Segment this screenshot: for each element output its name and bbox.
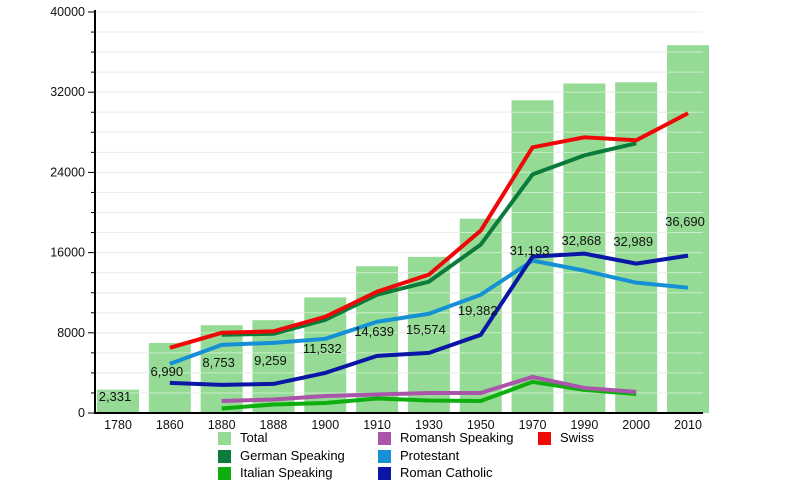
- y-axis-tick-label: 24000: [50, 165, 85, 179]
- bar-value-label: 2,331: [99, 389, 132, 404]
- y-axis-tick-label: 8000: [57, 326, 85, 340]
- bar-value-label: 36,690: [665, 214, 705, 229]
- x-axis-tick-label: 1910: [363, 418, 391, 432]
- bar-value-label: 31,193: [510, 243, 550, 258]
- x-axis-tick-label: 1950: [467, 418, 495, 432]
- total-bar-1880: [200, 325, 243, 413]
- x-axis-tick-label: 2000: [622, 418, 650, 432]
- x-axis-tick-label: 1990: [570, 418, 598, 432]
- total-bar-2010: [667, 45, 710, 414]
- roman-catholic-line: [169, 251, 689, 387]
- x-axis-tick-label: 1888: [260, 418, 288, 432]
- x-axis-tick-label: 1930: [415, 418, 443, 432]
- bar-value-label: 19,382: [458, 303, 498, 318]
- total-bar-1780: [97, 389, 139, 413]
- x-axis-tick-label: 1880: [208, 418, 236, 432]
- x-axis-tick-label: 1780: [104, 418, 132, 432]
- bar-value-label: 9,259: [254, 353, 287, 368]
- total-bar-1860: [148, 342, 191, 413]
- y-axis-tick-label: 16000: [50, 246, 85, 260]
- italian-speaking-line: [221, 379, 637, 411]
- bar-value-label: 14,639: [354, 324, 394, 339]
- romansh-speaking-line: [221, 374, 637, 403]
- protestant-line: [169, 258, 689, 366]
- bar-value-label: 8,753: [202, 355, 235, 370]
- swiss-line: [169, 111, 689, 350]
- total-bar-1990: [563, 83, 606, 414]
- x-axis-tick-label: 1900: [311, 418, 339, 432]
- bar-value-label: 15,574: [406, 322, 446, 337]
- y-axis-tick-label: 40000: [50, 5, 85, 19]
- german-speaking-line: [221, 141, 637, 337]
- y-axis-tick-label: 32000: [50, 85, 85, 99]
- bar-value-label: 6,990: [151, 364, 184, 379]
- bar-value-label: 11,532: [303, 341, 342, 356]
- x-axis-tick-label: 2010: [674, 418, 702, 432]
- total-bar-2000: [615, 82, 658, 413]
- bar-value-label: 32,868: [561, 233, 601, 248]
- x-axis-tick-label: 1860: [156, 418, 184, 432]
- x-axis-tick-label: 1970: [519, 418, 547, 432]
- y-axis-tick-label: 0: [78, 406, 85, 420]
- bar-value-label: 32,989: [613, 234, 653, 249]
